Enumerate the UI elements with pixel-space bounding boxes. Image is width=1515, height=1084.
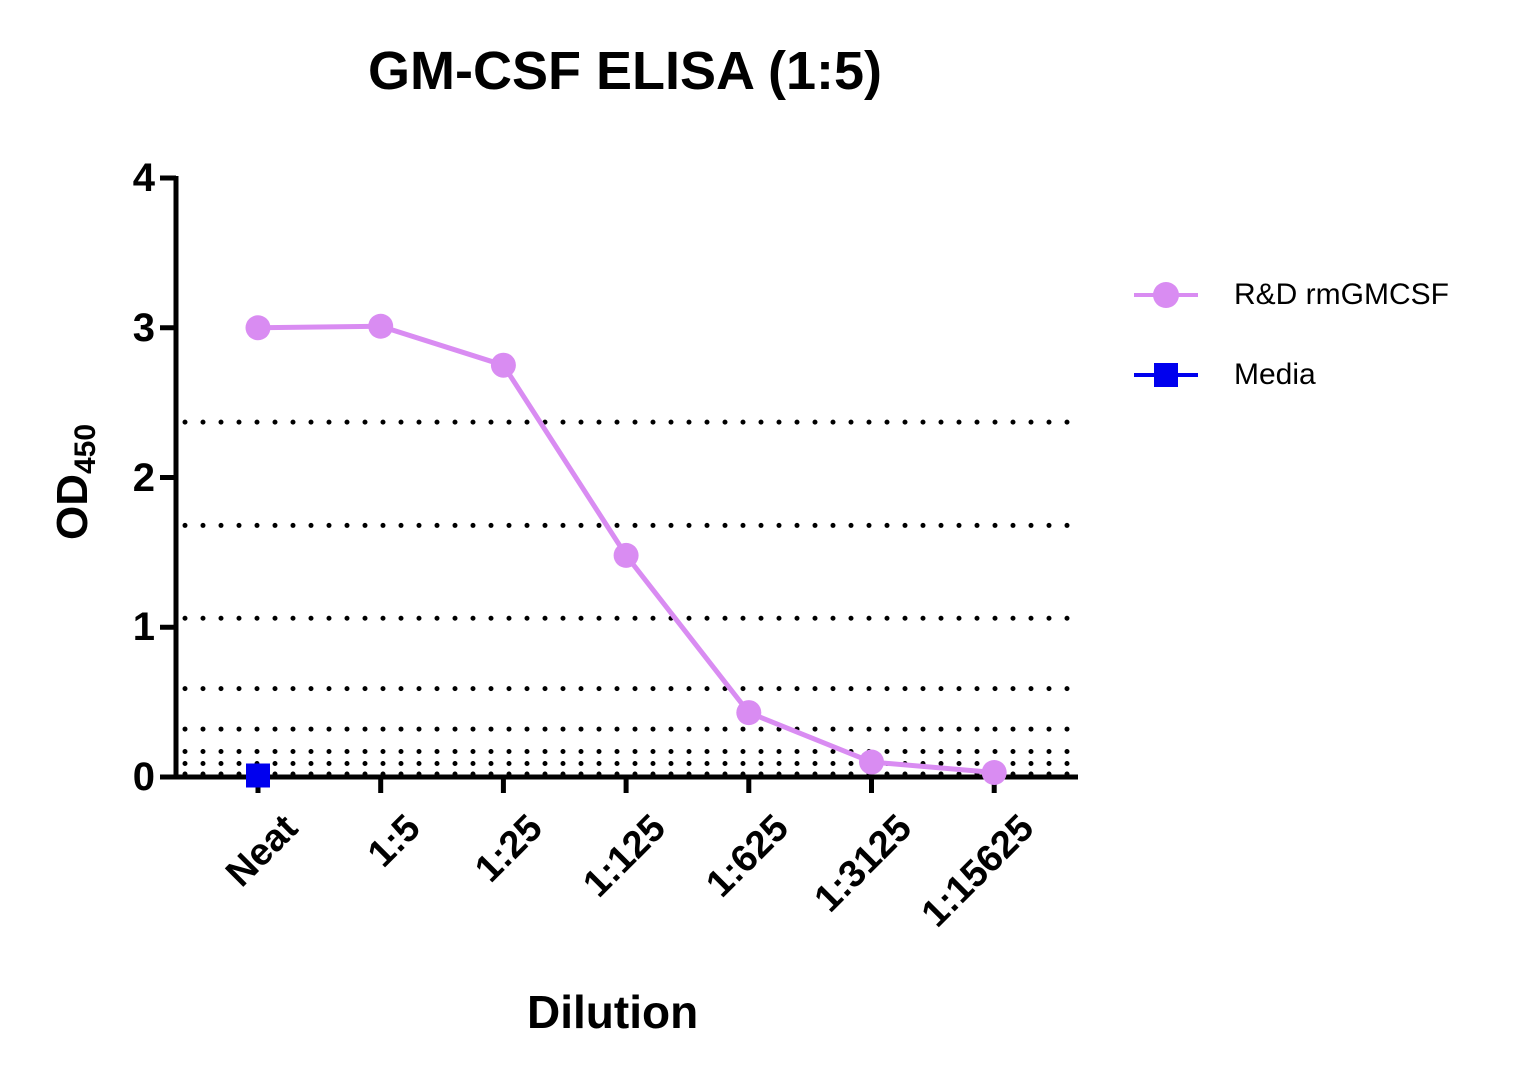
y-tick-label: 2 [132,455,155,500]
data-point-circle [981,760,1007,786]
data-point-circle [613,542,639,568]
data-point-circle [368,313,394,339]
legend-item-media: Media [1134,335,1449,415]
data-point-circle [490,352,516,378]
data-point-circle [245,315,271,341]
data-series [245,313,1007,788]
y-axis-label-text: OD [48,474,97,540]
chart-title: GM-CSF ELISA (1:5) [367,41,882,101]
y-axis-label: OD450 [48,424,103,540]
reference-lines [182,419,1081,777]
y-axis-label-subscript: 450 [69,423,102,474]
legend-label: R&D rmGMCSF [1234,278,1449,311]
y-tick-label: 4 [132,156,155,200]
data-point-circle [859,749,884,775]
y-tick-label: 0 [132,755,155,799]
data-point-circle [736,700,762,726]
y-tick-label: 1 [132,605,155,650]
x-axis-label: Dilution [527,986,699,1038]
data-point-square [246,763,270,788]
legend: R&D rmGMCSF Media [1134,255,1449,415]
legend-label: Media [1234,358,1316,391]
legend-item-rmgmcsf: R&D rmGMCSF [1134,255,1449,335]
y-tick-label: 3 [132,305,155,350]
square-marker-icon [1134,352,1198,398]
axes [160,175,1078,793]
circle-marker-icon [1134,272,1198,318]
